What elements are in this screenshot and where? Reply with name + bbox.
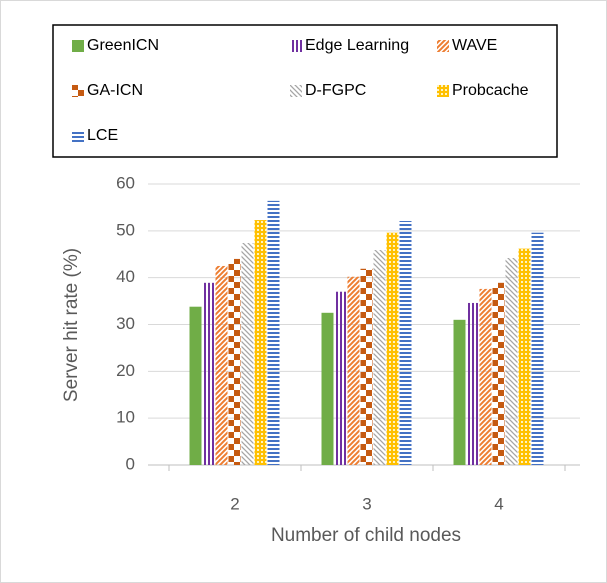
bar [254, 220, 267, 465]
x-tick-label: 3 [362, 494, 371, 513]
bar [492, 282, 505, 465]
y-tick-label: 20 [116, 361, 135, 380]
legend-swatch [72, 85, 84, 97]
y-tick-label: 0 [126, 454, 135, 473]
y-tick-label: 40 [116, 267, 135, 286]
x-tick-label: 2 [230, 494, 239, 513]
bar [505, 257, 518, 465]
bar [386, 232, 399, 465]
legend-label: D-FGPC [305, 82, 366, 99]
legend-swatch [290, 85, 302, 97]
legend-box [52, 24, 558, 158]
bar [453, 319, 466, 465]
bar [189, 306, 202, 465]
bar [466, 302, 479, 465]
y-tick-label: 60 [116, 173, 135, 192]
bar [334, 291, 347, 465]
bar [241, 243, 254, 465]
bar [479, 288, 492, 465]
y-tick-label: 30 [116, 314, 135, 333]
bar [215, 265, 228, 465]
legend-swatch [290, 40, 302, 52]
legend-swatch [437, 85, 449, 97]
legend-label: Probcache [452, 82, 529, 99]
bar [321, 312, 334, 465]
bar [373, 250, 386, 465]
bar [202, 282, 215, 465]
legend-label: Edge Learning [305, 37, 409, 54]
bar [347, 276, 360, 465]
bar [531, 232, 544, 465]
bar [267, 200, 280, 466]
legend: GreenICN Edge Learning WAVE GA-ICN D-FGPC Pro… [72, 37, 529, 144]
legend-label: WAVE [452, 37, 497, 54]
legend-label: LCE [87, 127, 118, 144]
bar [399, 220, 412, 465]
y-axis-title: Server hit rate (%) [61, 248, 82, 402]
x-tick-label: 4 [494, 494, 503, 513]
legend-label: GreenICN [87, 37, 159, 54]
legend-swatch [72, 40, 84, 52]
bar [228, 258, 241, 465]
bar [360, 268, 373, 465]
legend-label: GA-ICN [87, 82, 143, 99]
y-tick-label: 10 [116, 408, 135, 427]
legend-swatch [437, 40, 449, 52]
legend-swatch [72, 130, 84, 142]
x-axis-title: Number of child nodes [271, 525, 461, 546]
bar [518, 248, 531, 465]
y-tick-label: 50 [116, 220, 135, 239]
